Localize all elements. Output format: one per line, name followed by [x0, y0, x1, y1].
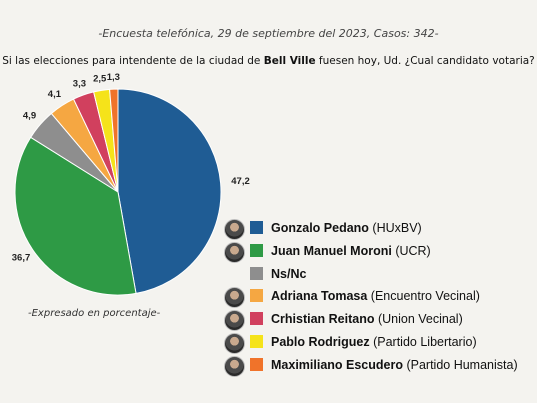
legend-name: Maximiliano Escudero: [271, 357, 403, 372]
legend-party: (HUxBV): [368, 221, 422, 235]
data-label-pablo-rodriguez: 2,5: [93, 74, 107, 85]
pie-slice-maximiliano-escudero: [109, 88, 119, 193]
survey-question: Si las elecciones para intendente de la …: [0, 55, 537, 67]
pie-slice-gonzalo-pedano: [117, 88, 222, 294]
data-label-juan-manuel-moroni: 36,7: [12, 253, 31, 264]
candidate-avatar: [224, 332, 245, 354]
legend-label: Ns/Nc: [271, 267, 306, 281]
unit-note: -Expresado en porcentaje-: [28, 308, 161, 319]
legend-label: Gonzalo Pedano (HUxBV): [271, 221, 422, 235]
question-city: Bell Ville: [263, 55, 316, 67]
legend-swatch: [250, 221, 263, 234]
survey-subtitle: -Encuesta telefónica, 29 de septiembre d…: [98, 27, 439, 40]
legend-swatch: [250, 266, 263, 280]
legend-name: Crhistian Reitano: [271, 312, 375, 327]
legend-party: (Union Vecinal): [374, 312, 463, 327]
legend-label: Maximiliano Escudero (Partido Humanista): [271, 358, 518, 372]
legend-party: (Encuentro Vecinal): [367, 289, 480, 304]
legend-name: Adriana Tomasa: [271, 289, 368, 304]
legend-name: Juan Manuel Moroni: [271, 243, 392, 258]
data-label-crhistian-reitano: 3,3: [73, 79, 86, 90]
legend-label: Pablo Rodriguez (Partido Libertario): [271, 335, 477, 349]
legend-swatch: [250, 312, 263, 326]
candidate-avatar: [224, 355, 245, 377]
legend-label: Adriana Tomasa (Encuentro Vecinal): [271, 289, 480, 303]
question-text-start: Si las elecciones para intendente de la …: [2, 55, 264, 67]
candidate-avatar: [224, 310, 245, 332]
legend-label: Crhistian Reitano (Union Vecinal): [271, 312, 463, 326]
data-label-maximiliano-escudero: 1,3: [107, 72, 120, 83]
legend-name: Ns/Nc: [271, 266, 307, 281]
question-text-end: fuesen hoy, Ud. ¿Cual candidato votaria?: [315, 55, 535, 67]
data-label-ns-nc: 4,9: [23, 111, 36, 122]
legend-swatch: [250, 357, 263, 371]
legend-swatch: [250, 243, 263, 257]
legend-name: Gonzalo Pedano: [271, 221, 369, 235]
legend-swatch: [250, 334, 263, 348]
legend-party: (Partido Libertario): [369, 334, 477, 349]
data-label-adriana-tomasa: 4,1: [48, 89, 62, 100]
pie-slice-juan-manuel-moroni: [14, 136, 137, 296]
candidate-avatar: [224, 287, 245, 309]
legend-party: (Partido Humanista): [402, 357, 518, 372]
candidate-avatar: [224, 241, 245, 263]
legend-label: Juan Manuel Moroni (UCR): [271, 244, 431, 258]
legend-name: Pablo Rodriguez: [271, 334, 370, 349]
legend-party: (UCR): [391, 243, 431, 258]
candidate-avatar: [224, 219, 245, 240]
data-label-gonzalo-pedano: 47,2: [231, 176, 250, 187]
legend-swatch: [250, 289, 263, 303]
